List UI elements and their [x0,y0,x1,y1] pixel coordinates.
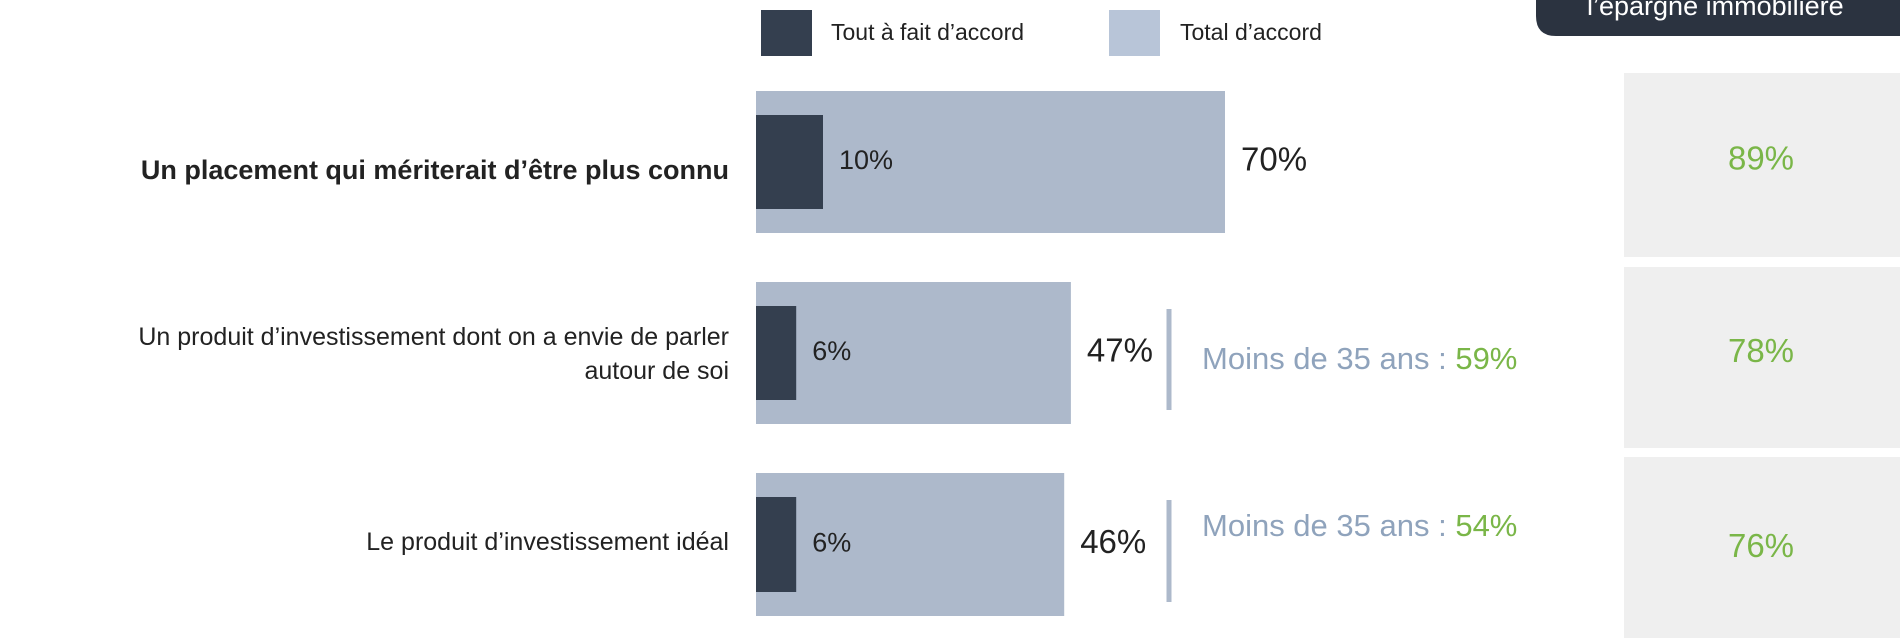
legend-label: Tout à fait d’accord [831,19,1024,45]
value-label: 6% [812,528,851,558]
category-label: Un produit d’investissement dont on a en… [138,323,729,385]
bar [756,115,823,209]
value-label: 70% [1241,141,1307,178]
value-label: 46% [1080,523,1146,560]
column-value: 89% [1728,140,1794,177]
panel [1624,457,1900,638]
bar [756,282,1071,424]
bar [756,473,1065,616]
legend-swatch [761,10,812,56]
header-title: l’épargne immobilière [1587,0,1844,21]
legend-label: Total d’accord [1180,19,1322,45]
annotation-label: Moins de 35 ans : [1202,508,1447,543]
category-label: Un placement qui mériterait d’être plus … [140,155,729,185]
column-value: 76% [1728,527,1794,564]
annotation-label: Moins de 35 ans : [1202,341,1447,376]
header-box [1536,0,1900,36]
value-label: 6% [812,336,851,366]
bar [756,306,797,400]
bar [756,91,1225,233]
annotation: Moins de 35 ans : 59% [1202,341,1517,376]
bar [756,497,797,592]
panel [1624,267,1900,448]
annotation-value: 54% [1455,508,1517,543]
annotation-value: 59% [1455,341,1517,376]
value-label: 10% [839,145,893,175]
category-label: Le produit d’investissement idéal [366,528,729,556]
column-value: 78% [1728,332,1794,369]
value-label: 47% [1087,332,1153,369]
legend-swatch [1109,10,1160,56]
annotation: Moins de 35 ans : 54% [1202,508,1517,543]
panel [1624,73,1900,257]
